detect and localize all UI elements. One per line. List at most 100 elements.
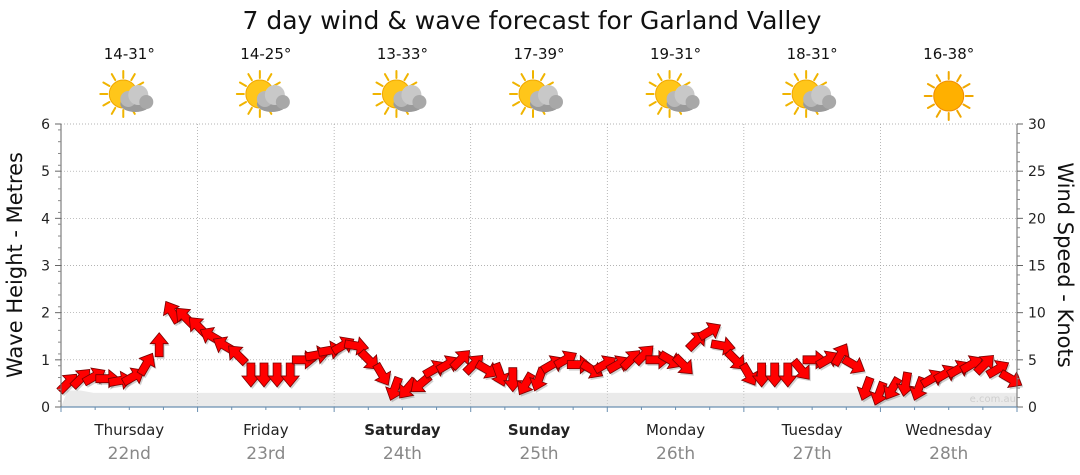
right-tick-label: 30 bbox=[1028, 117, 1046, 133]
sun-ray bbox=[813, 73, 819, 82]
wind-arrow bbox=[724, 348, 746, 370]
sun-ray bbox=[648, 101, 657, 107]
sun-ray bbox=[648, 81, 657, 87]
day-name-label: Friday bbox=[243, 421, 289, 439]
chart-title: 7 day wind & wave forecast for Garland V… bbox=[243, 6, 822, 35]
left-tick-label: 0 bbox=[41, 400, 50, 416]
sun-ray bbox=[926, 83, 935, 89]
day-temperature: 17-39° bbox=[513, 45, 564, 63]
sun-ray bbox=[962, 83, 971, 89]
wind-arrow bbox=[632, 345, 654, 367]
sun-ray bbox=[512, 81, 521, 87]
sun-disc bbox=[933, 80, 965, 112]
sun-ray bbox=[238, 101, 248, 107]
partly-cloudy-icon bbox=[235, 70, 290, 118]
sun-ray bbox=[383, 106, 390, 115]
sun-ray bbox=[657, 73, 663, 82]
day-date-label: 24th bbox=[383, 444, 422, 464]
day-name-label: Wednesday bbox=[905, 421, 992, 439]
sun-ray bbox=[935, 74, 942, 83]
wind-arrow bbox=[228, 345, 249, 367]
wind-arrow bbox=[267, 362, 287, 388]
sun-rays bbox=[923, 71, 974, 121]
day-date-label: 22nd bbox=[108, 444, 151, 464]
sun-ray bbox=[238, 81, 248, 87]
cloud-shape bbox=[530, 85, 563, 112]
partly-cloudy-icon bbox=[645, 70, 700, 118]
day-name-label: Saturday bbox=[364, 421, 441, 439]
cloud-part bbox=[822, 95, 837, 109]
cloud-shape bbox=[393, 85, 427, 112]
sun-ray bbox=[785, 81, 794, 87]
sun-ray bbox=[375, 101, 384, 107]
cloud-shape bbox=[803, 85, 837, 112]
wind-arrow bbox=[385, 375, 404, 401]
sun-ray bbox=[785, 101, 794, 107]
wind-arrow bbox=[841, 355, 866, 374]
day-date-label: 26th bbox=[656, 444, 695, 464]
sun-ray bbox=[793, 106, 800, 115]
wind-arrow bbox=[490, 361, 510, 387]
sun-ray bbox=[657, 106, 663, 115]
day-name-label: Monday bbox=[646, 421, 705, 439]
right-tick-label: 15 bbox=[1028, 259, 1046, 275]
wind-arrow bbox=[149, 332, 170, 358]
watermark: e.com.au bbox=[970, 394, 1016, 405]
cloud-part bbox=[139, 95, 154, 109]
wind-arrow bbox=[372, 361, 392, 386]
sun-ray bbox=[247, 73, 253, 82]
left-tick-label: 1 bbox=[41, 353, 50, 369]
wind-arrow bbox=[790, 357, 810, 380]
day-date-label: 23rd bbox=[246, 444, 285, 464]
day-date-label: 28th bbox=[929, 444, 968, 464]
wind-arrow bbox=[777, 362, 798, 388]
wind-arrow bbox=[280, 362, 301, 388]
wind-arrow bbox=[657, 350, 682, 370]
day-date-label: 27th bbox=[793, 444, 832, 464]
wind-arrow bbox=[883, 376, 903, 400]
partly-cloudy-icon bbox=[372, 70, 427, 118]
sun-ray bbox=[130, 73, 136, 82]
sun-ray bbox=[102, 101, 111, 107]
day-temperature: 14-31° bbox=[104, 45, 155, 63]
day-temperature: 16-38° bbox=[923, 45, 974, 63]
plot-grid bbox=[61, 123, 1017, 407]
day-headers: 14-31° Thursday 22nd 14-25° Friday 23rd 13-33°… bbox=[93, 45, 992, 464]
sun-ray bbox=[520, 106, 526, 115]
right-tick-label: 5 bbox=[1028, 353, 1037, 369]
wind-arrow bbox=[830, 343, 850, 368]
left-tick-label: 3 bbox=[41, 259, 50, 275]
day-temperature: 18-31° bbox=[787, 45, 838, 63]
partly-cloudy-icon bbox=[509, 70, 563, 118]
cloud-shape bbox=[120, 85, 154, 112]
partly-cloudy-icon bbox=[99, 70, 154, 118]
cloud-part bbox=[275, 95, 290, 109]
sun-ray bbox=[266, 73, 273, 82]
wind-arrow bbox=[697, 322, 722, 342]
day-temperature: 14-25° bbox=[240, 45, 291, 63]
day-date-label: 25th bbox=[519, 444, 558, 464]
sun-ray bbox=[383, 73, 390, 82]
cloud-shape bbox=[666, 85, 700, 112]
wave-height-series bbox=[61, 390, 1017, 407]
cloud-part bbox=[412, 95, 427, 109]
wave-area bbox=[61, 390, 1017, 407]
day-temperature: 13-33° bbox=[377, 45, 428, 63]
day-name-label: Thursday bbox=[93, 421, 164, 439]
right-tick-label: 20 bbox=[1028, 211, 1046, 227]
sun-ray bbox=[403, 73, 409, 82]
sun-ray bbox=[512, 101, 521, 107]
wind-arrow bbox=[357, 348, 379, 370]
wind-arrow bbox=[973, 354, 994, 376]
sun-ray bbox=[540, 73, 546, 82]
day-name-label: Tuesday bbox=[781, 421, 843, 439]
cloud-shape bbox=[256, 85, 290, 112]
day-temperature: 19-31° bbox=[650, 45, 701, 63]
sun-ray bbox=[793, 73, 800, 82]
sun-ray bbox=[956, 109, 962, 118]
wind-arrow-series bbox=[56, 300, 1024, 408]
axes: 0 1 2 3 4 5 6 0 5 10 15 20 25 30 bbox=[41, 117, 1046, 416]
sun-ray bbox=[956, 74, 962, 83]
sun-ray bbox=[926, 103, 935, 109]
